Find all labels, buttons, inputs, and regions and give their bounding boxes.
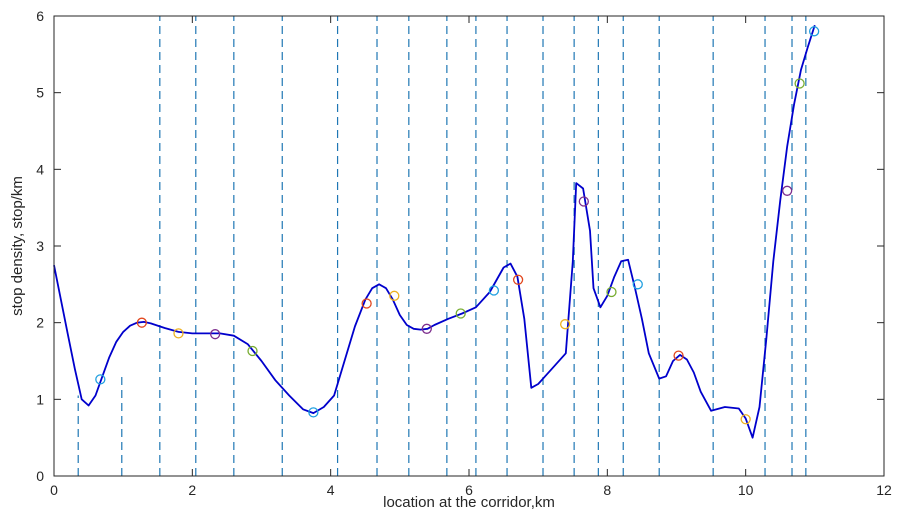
stop-marker-point (455, 308, 466, 319)
stop-marker-point (95, 374, 106, 385)
y-axis-label: stop density, stop/km (9, 176, 26, 316)
stop-marker-point (578, 196, 589, 207)
stop-boundaries (77, 16, 807, 476)
x-tick-label: 4 (327, 482, 335, 498)
stop-marker-point (361, 298, 372, 309)
stop-marker-point (559, 319, 571, 330)
axes (53, 15, 885, 477)
stop-markers (95, 26, 820, 425)
stop-marker-point (247, 345, 258, 357)
y-tick-label: 2 (36, 315, 44, 331)
x-tick-label: 8 (603, 482, 611, 498)
x-tick-label: 6 (465, 482, 473, 498)
y-tick-label: 1 (36, 391, 44, 407)
stop-marker-point (421, 323, 432, 334)
stop-marker-point (389, 290, 400, 301)
stop-marker-point (512, 274, 524, 285)
stop-marker-point (210, 329, 221, 340)
x-axis-label: location at the corridor,km (383, 494, 555, 511)
stop-marker-point (740, 414, 751, 425)
y-tick-label: 5 (36, 85, 44, 101)
x-tick-label: 12 (876, 482, 892, 498)
stop-marker-point (794, 78, 805, 89)
stop-marker-point (673, 350, 684, 361)
density-curve-group (53, 24, 816, 439)
stop-marker-point (136, 317, 147, 328)
stop-marker-point (782, 185, 793, 196)
y-tick-label: 6 (36, 8, 44, 24)
stop-marker-point (632, 279, 643, 290)
stop-marker-point (808, 26, 820, 37)
x-tick-label: 2 (188, 482, 196, 498)
x-tick-label: 10 (738, 482, 754, 498)
x-tick-label: 0 (50, 482, 58, 498)
stop-marker-point (308, 407, 319, 418)
stop-marker-point (488, 285, 500, 296)
stop-marker-point (173, 328, 184, 339)
density-curve-line (53, 24, 816, 439)
y-tick-label: 4 (36, 161, 44, 177)
stop-marker-point (606, 286, 617, 298)
y-tick-label: 0 (36, 468, 44, 484)
y-tick-label: 3 (36, 238, 44, 254)
